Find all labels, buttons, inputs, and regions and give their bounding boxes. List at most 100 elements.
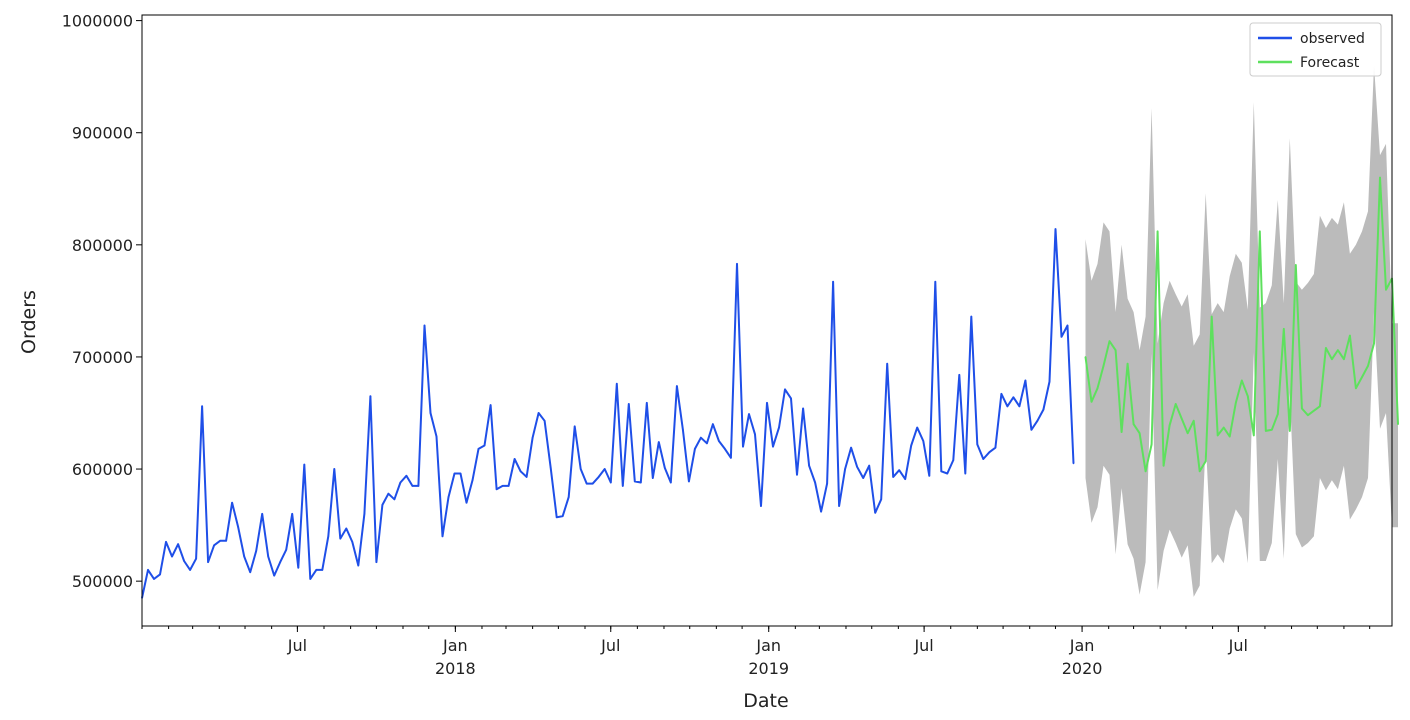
data-point-forecast-20 <box>1204 460 1207 463</box>
data-point-forecast-22 <box>1216 434 1219 437</box>
data-point-forecast-0 <box>1084 356 1087 358</box>
data-point-observed-84 <box>646 402 648 404</box>
x-tick-label: Jul <box>287 636 307 655</box>
data-point-forecast-32 <box>1277 413 1279 415</box>
data-point-forecast-52 <box>1397 423 1399 426</box>
data-point-observed-92 <box>694 448 696 450</box>
data-point-observed-100 <box>742 445 744 448</box>
data-point-forecast-47 <box>1367 365 1369 367</box>
data-point-observed-82 <box>634 480 636 483</box>
data-point-observed-30 <box>321 569 324 571</box>
data-point-observed-13 <box>219 540 221 542</box>
data-point-observed-86 <box>658 441 660 443</box>
data-point-observed-4 <box>165 541 167 543</box>
data-point-observed-95 <box>712 423 714 426</box>
data-point-observed-123 <box>880 498 882 501</box>
data-point-observed-67 <box>543 420 546 422</box>
data-point-observed-150 <box>1042 408 1045 411</box>
legend-label-observed: observed <box>1300 31 1365 47</box>
data-point-observed-2 <box>153 578 155 580</box>
data-point-forecast-45 <box>1355 387 1357 390</box>
data-point-observed-78 <box>610 481 612 484</box>
data-point-observed-61 <box>507 485 510 487</box>
data-point-observed-149 <box>1036 420 1039 422</box>
x-tick-label: Jul <box>913 636 933 655</box>
data-point-observed-145 <box>1012 396 1015 399</box>
data-point-observed-22 <box>273 574 276 577</box>
data-point-forecast-44 <box>1349 334 1351 337</box>
data-point-forecast-28 <box>1253 434 1255 437</box>
x-tick-year-label: 2019 <box>748 659 789 678</box>
data-point-forecast-23 <box>1222 426 1225 429</box>
data-point-observed-116 <box>838 505 840 507</box>
data-point-observed-119 <box>856 466 858 468</box>
data-point-observed-68 <box>549 467 552 469</box>
data-point-observed-142 <box>994 446 997 449</box>
plot-frame <box>141 14 1393 627</box>
data-point-observed-148 <box>1030 429 1033 431</box>
data-point-observed-133 <box>940 470 943 473</box>
data-point-observed-40 <box>381 504 384 506</box>
data-point-observed-135 <box>952 459 955 461</box>
data-point-forecast-49 <box>1379 176 1381 179</box>
data-point-forecast-1 <box>1090 401 1093 403</box>
data-point-observed-88 <box>670 481 672 484</box>
data-point-observed-99 <box>736 263 738 265</box>
data-point-forecast-38 <box>1313 409 1315 412</box>
data-point-observed-64 <box>525 476 528 478</box>
y-tick-label: 600000 <box>72 460 133 479</box>
data-point-observed-83 <box>640 481 642 484</box>
data-point-observed-143 <box>1000 393 1003 395</box>
data-point-observed-128 <box>910 444 912 447</box>
data-point-observed-127 <box>904 478 906 480</box>
data-point-observed-97 <box>724 448 726 450</box>
data-point-observed-105 <box>772 445 774 448</box>
data-point-observed-15 <box>231 501 233 504</box>
y-tick-label: 500000 <box>72 572 133 591</box>
data-point-observed-106 <box>778 426 780 429</box>
data-point-forecast-15 <box>1174 403 1177 405</box>
data-point-observed-50 <box>441 535 444 538</box>
data-point-observed-136 <box>958 374 961 376</box>
data-point-forecast-7 <box>1126 362 1129 365</box>
legend: observed Forecast <box>1249 22 1382 77</box>
data-point-forecast-18 <box>1192 420 1195 422</box>
data-point-observed-87 <box>664 467 666 469</box>
data-point-forecast-40 <box>1325 347 1327 349</box>
data-point-observed-85 <box>652 477 654 479</box>
data-point-observed-58 <box>489 404 492 406</box>
data-point-observed-113 <box>820 510 822 513</box>
data-point-observed-17 <box>243 555 245 558</box>
data-point-observed-45 <box>411 485 414 487</box>
data-point-forecast-24 <box>1228 435 1231 438</box>
series-layer <box>141 176 1399 599</box>
data-point-observed-154 <box>1066 324 1069 327</box>
data-point-observed-18 <box>249 571 251 573</box>
data-point-observed-63 <box>519 470 522 473</box>
legend-label-forecast: Forecast <box>1300 55 1360 71</box>
data-point-observed-24 <box>285 549 288 551</box>
data-point-observed-141 <box>988 451 991 454</box>
data-point-forecast-12 <box>1156 230 1159 233</box>
data-point-forecast-35 <box>1295 264 1297 266</box>
data-point-observed-59 <box>495 488 498 491</box>
data-point-observed-101 <box>748 413 750 415</box>
data-point-observed-53 <box>459 472 462 475</box>
x-tick-label: Jul <box>600 636 620 655</box>
y-tick-label: 800000 <box>72 236 133 255</box>
data-point-observed-138 <box>970 315 973 318</box>
data-point-observed-71 <box>567 496 570 498</box>
data-point-observed-36 <box>357 564 360 567</box>
data-point-forecast-27 <box>1247 395 1249 398</box>
data-point-forecast-2 <box>1096 387 1099 390</box>
series-line-observed <box>141 228 1075 599</box>
data-point-observed-66 <box>537 412 540 414</box>
ticks-layer: 500000 600000 700000 800000 900000 1000000 Jul… <box>62 12 1371 678</box>
data-point-forecast-14 <box>1168 424 1171 427</box>
data-point-observed-21 <box>267 555 270 558</box>
data-point-observed-102 <box>754 433 756 436</box>
data-point-forecast-16 <box>1180 417 1183 420</box>
data-point-forecast-48 <box>1373 342 1375 345</box>
data-point-observed-34 <box>345 527 348 530</box>
data-point-observed-69 <box>555 516 558 519</box>
